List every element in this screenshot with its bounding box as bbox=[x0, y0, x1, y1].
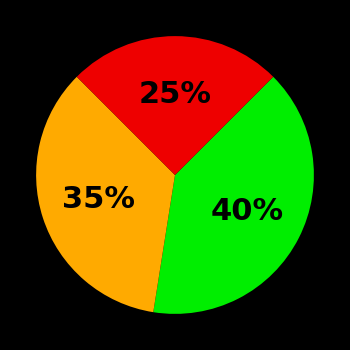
Text: 35%: 35% bbox=[62, 186, 135, 215]
Text: 25%: 25% bbox=[139, 80, 211, 109]
Wedge shape bbox=[153, 77, 314, 314]
Text: 40%: 40% bbox=[210, 197, 284, 226]
Wedge shape bbox=[77, 36, 273, 175]
Wedge shape bbox=[36, 77, 175, 312]
